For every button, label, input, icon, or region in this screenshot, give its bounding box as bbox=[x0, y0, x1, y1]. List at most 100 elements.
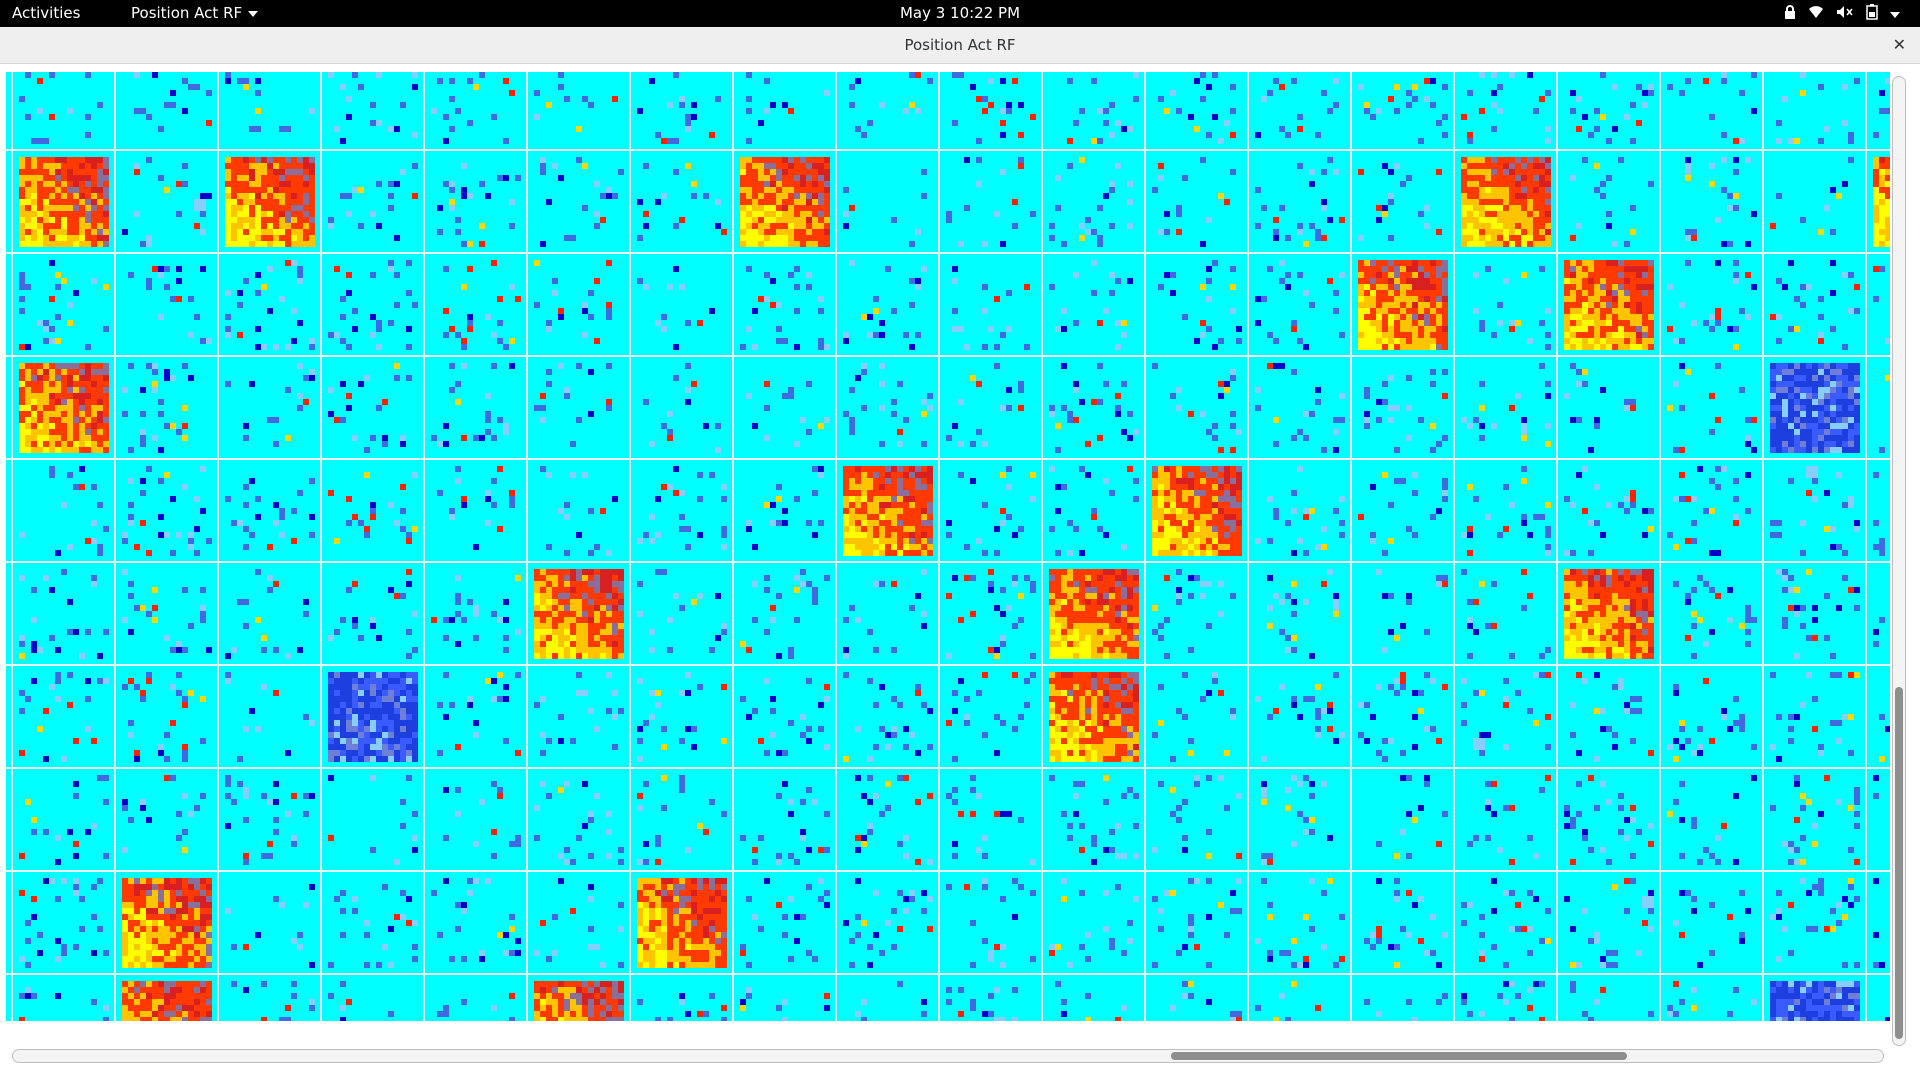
rf-pixel bbox=[764, 78, 770, 84]
rf-pixel bbox=[1624, 405, 1630, 411]
rf-pixel bbox=[667, 429, 673, 435]
rf-pixel bbox=[1333, 290, 1339, 296]
rf-pixel bbox=[1885, 169, 1890, 175]
rf-pixel bbox=[1212, 72, 1218, 78]
rf-pixel bbox=[1564, 278, 1570, 284]
rf-pixel bbox=[1388, 538, 1394, 544]
rf-pixel bbox=[606, 193, 612, 199]
rf-pixel bbox=[1430, 447, 1436, 453]
rf-pixel bbox=[740, 241, 746, 247]
rf-pixel bbox=[1224, 544, 1230, 550]
system-tray[interactable] bbox=[1784, 4, 1900, 24]
rf-pixel bbox=[1721, 78, 1727, 84]
rf-cell bbox=[1867, 151, 1890, 253]
rf-pixel bbox=[1715, 550, 1721, 556]
rf-pixel bbox=[31, 393, 37, 399]
rf-pixel bbox=[1109, 187, 1115, 193]
rf-pixel bbox=[1364, 108, 1370, 114]
activities-button[interactable]: Activities bbox=[12, 4, 81, 22]
rf-pixel bbox=[1533, 193, 1539, 199]
rf-pixel bbox=[1164, 484, 1170, 490]
rf-pixel bbox=[164, 375, 170, 381]
rf-pixel bbox=[1461, 157, 1467, 163]
rf-pixel bbox=[1830, 405, 1836, 411]
rf-pixel bbox=[43, 205, 49, 211]
rf-pixel bbox=[1436, 320, 1442, 326]
rf-pixel bbox=[279, 199, 285, 205]
rf-pixel bbox=[303, 181, 309, 187]
rf-pixel bbox=[1291, 490, 1297, 496]
rf-pixel bbox=[637, 235, 643, 241]
rf-pixel bbox=[291, 175, 297, 181]
rf-pixel bbox=[824, 175, 830, 181]
rf-pixel bbox=[152, 587, 158, 593]
rf-pixel bbox=[1836, 375, 1842, 381]
rf-pixel bbox=[1030, 211, 1036, 217]
rf-pixel bbox=[1576, 338, 1582, 344]
rf-pixel bbox=[618, 581, 624, 587]
rf-pixel bbox=[1618, 157, 1624, 163]
rf-pixel bbox=[1824, 381, 1830, 387]
rf-pixel bbox=[73, 411, 79, 417]
rf-pixel bbox=[37, 217, 43, 223]
rf-pixel bbox=[915, 526, 921, 532]
rf-pixel bbox=[1370, 308, 1376, 314]
rf-pixel bbox=[285, 126, 291, 132]
rf-pixel bbox=[794, 187, 800, 193]
rf-pixel bbox=[1206, 514, 1212, 520]
rf-pixel bbox=[855, 526, 861, 532]
rf-pixel bbox=[818, 338, 824, 344]
rf-pixel bbox=[291, 223, 297, 229]
rf-pixel bbox=[818, 344, 824, 350]
rf-pixel bbox=[1370, 284, 1376, 290]
rf-pixel bbox=[1515, 241, 1521, 247]
rf-pixel bbox=[1812, 411, 1818, 417]
rf-pixel bbox=[855, 375, 861, 381]
rf-pixel bbox=[31, 211, 37, 217]
rf-pixel bbox=[1582, 260, 1588, 266]
rf-pixel bbox=[255, 569, 261, 575]
close-icon[interactable]: ✕ bbox=[1892, 35, 1906, 54]
rf-pixel bbox=[1539, 223, 1545, 229]
rf-pixel bbox=[267, 163, 273, 169]
rf-pixel bbox=[1188, 520, 1194, 526]
rf-pixel bbox=[103, 187, 109, 193]
rf-pixel bbox=[412, 132, 418, 138]
app-menu-button[interactable]: Position Act RF bbox=[131, 4, 259, 22]
rf-pixel bbox=[824, 193, 830, 199]
clock[interactable]: May 3 10:22 PM bbox=[899, 4, 1021, 22]
rf-pixel bbox=[1133, 72, 1139, 78]
rf-heatmap bbox=[1067, 72, 1139, 144]
rf-pixel bbox=[255, 514, 261, 520]
window-titlebar[interactable]: Position Act RF ✕ bbox=[0, 27, 1920, 64]
heatmap-viewport[interactable] bbox=[6, 72, 1890, 1021]
rf-pixel bbox=[1545, 344, 1551, 350]
rf-pixel bbox=[1164, 532, 1170, 538]
rf-pixel bbox=[1436, 278, 1442, 284]
rf-pixel bbox=[764, 405, 770, 411]
rf-pixel bbox=[279, 532, 285, 538]
rf-pixel bbox=[412, 84, 418, 90]
rf-pixel bbox=[546, 569, 552, 575]
rf-pixel bbox=[43, 223, 49, 229]
rf-pixel bbox=[1873, 211, 1879, 217]
rf-pixel bbox=[1612, 126, 1618, 132]
rf-pixel bbox=[552, 605, 558, 611]
rf-pixel bbox=[818, 472, 824, 478]
rf-pixel bbox=[255, 223, 261, 229]
rf-pixel bbox=[1436, 441, 1442, 447]
rf-pixel bbox=[867, 629, 873, 635]
rf-pixel bbox=[170, 296, 176, 302]
rf-pixel bbox=[79, 157, 85, 163]
rf-pixel bbox=[1715, 314, 1721, 320]
rf-pixel bbox=[267, 241, 273, 247]
rf-pixel bbox=[1818, 405, 1824, 411]
rf-pixel bbox=[1800, 520, 1806, 526]
rf-pixel bbox=[49, 326, 55, 332]
rf-pixel bbox=[897, 514, 903, 520]
rf-pixel bbox=[79, 387, 85, 393]
rf-pixel bbox=[958, 617, 964, 623]
rf-pixel bbox=[249, 211, 255, 217]
rf-pixel bbox=[1194, 508, 1200, 514]
rf-pixel bbox=[1467, 175, 1473, 181]
